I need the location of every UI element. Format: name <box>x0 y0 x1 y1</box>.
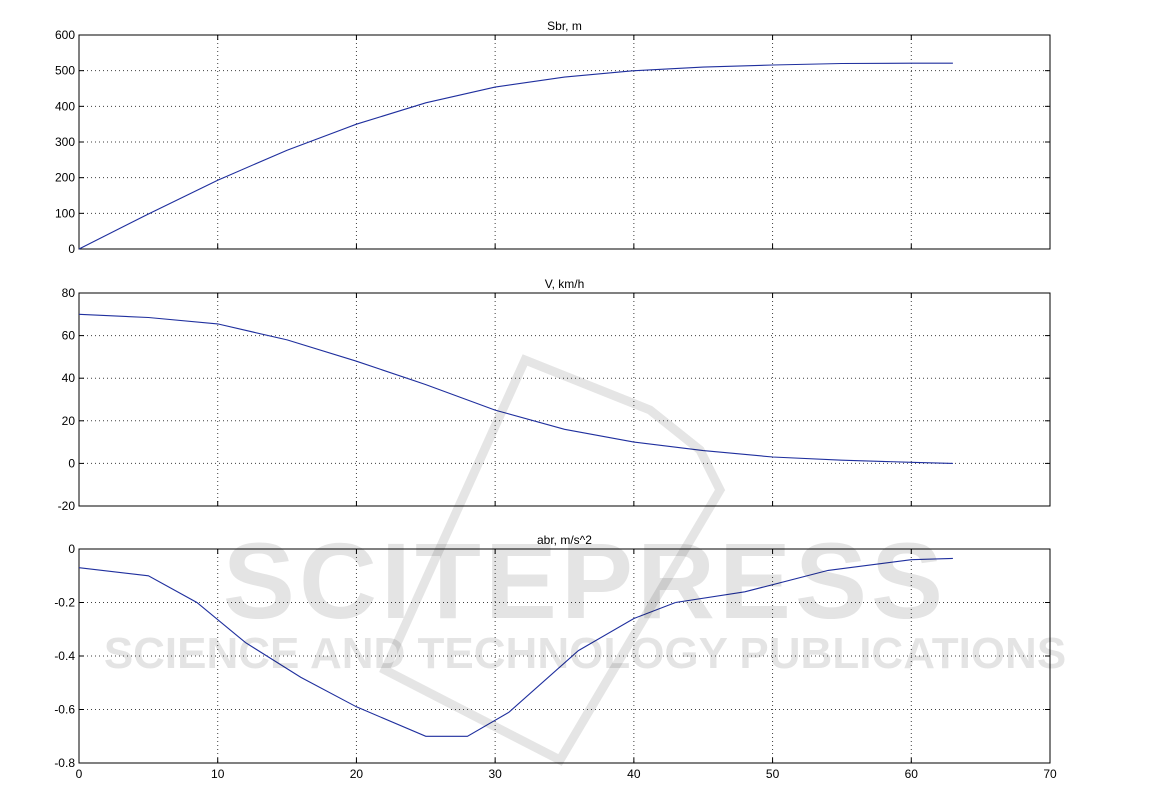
x-tick-label: 10 <box>211 767 225 781</box>
x-tick-label: 40 <box>627 767 641 781</box>
x-tick-label: 20 <box>350 767 364 781</box>
series-line <box>78 313 953 464</box>
plot-area <box>78 292 1051 507</box>
series-line <box>78 62 953 250</box>
y-tick-label: 80 <box>62 286 76 300</box>
y-tick-label: 600 <box>55 28 75 42</box>
y-tick-label: -0.8 <box>54 756 75 770</box>
subplot-title: V, km/h <box>545 277 585 291</box>
x-tick-label: 70 <box>1043 767 1057 781</box>
y-tick-label: 200 <box>55 171 75 185</box>
y-tick-label: -0.2 <box>54 596 75 610</box>
x-tick-label: 60 <box>905 767 919 781</box>
y-tick-label: -0.6 <box>54 703 75 717</box>
x-tick-label: 0 <box>76 767 83 781</box>
y-tick-label: 60 <box>62 329 76 343</box>
x-tick-label: 30 <box>488 767 502 781</box>
y-tick-label: 40 <box>62 371 76 385</box>
y-tick-label: 0 <box>68 542 75 556</box>
watermark-subtitle: SCIENCE AND TECHNOLOGY PUBLICATIONS <box>104 629 1066 678</box>
y-tick-label: 0 <box>68 456 75 470</box>
y-tick-label: -0.4 <box>54 649 75 663</box>
subplot-2: -20 0 20 40 60 80 V, km/h <box>58 277 1051 513</box>
y-tick-label: -20 <box>58 499 76 513</box>
subplot-title: Sbr, m <box>547 19 582 33</box>
subplot-title: abr, m/s^2 <box>537 533 592 547</box>
watermark: SCITEPRESS SCIENCE AND TECHNOLOGY PUBLIC… <box>104 354 1066 766</box>
y-tick-label: 400 <box>55 99 75 113</box>
watermark-logo-shape <box>379 354 726 766</box>
subplot-1: 0 100 200 300 400 500 600 Sbr, m <box>55 19 1051 256</box>
y-tick-label: 100 <box>55 206 75 220</box>
watermark-title: SCITEPRESS <box>223 520 947 641</box>
y-tick-label: 0 <box>68 242 75 256</box>
subplot-3: -0.8 -0.6 -0.4 -0.2 0 0 10 20 30 40 50 60 70 abr, m/s… <box>54 533 1057 781</box>
x-tick-label: 50 <box>766 767 780 781</box>
series-line <box>78 557 953 737</box>
y-tick-label: 500 <box>55 64 75 78</box>
y-tick-label: 20 <box>62 414 76 428</box>
plot-area <box>78 34 1051 250</box>
plot-area <box>78 548 1051 764</box>
y-tick-label: 300 <box>55 135 75 149</box>
